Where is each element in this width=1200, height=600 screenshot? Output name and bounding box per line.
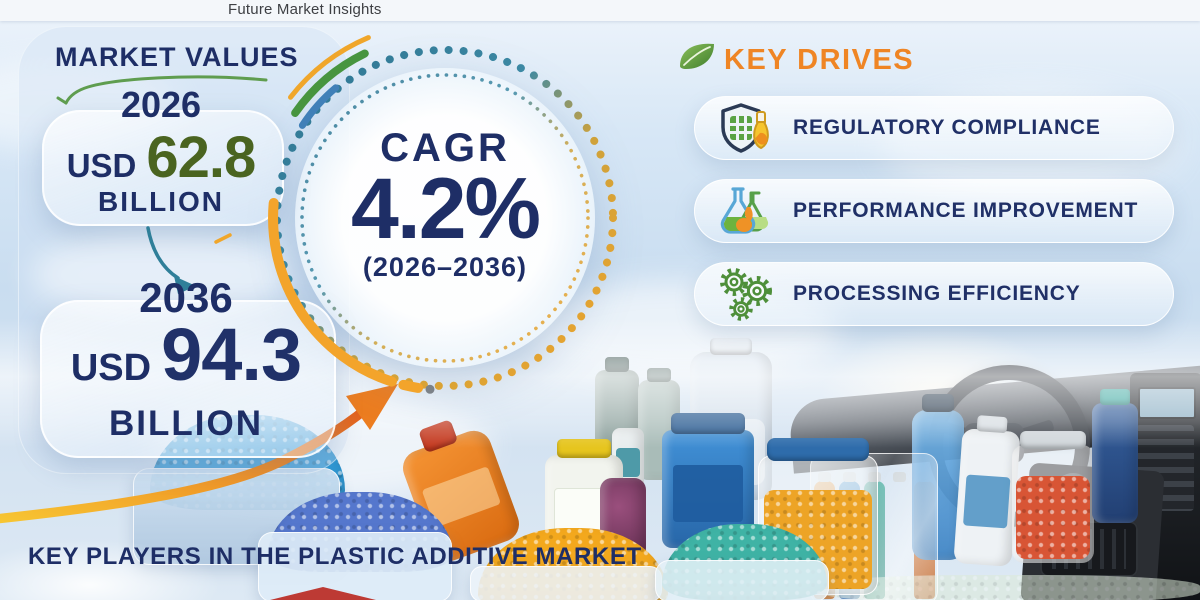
currency-2036: USD (70, 347, 152, 389)
year-2026: 2026 (120, 84, 202, 125)
drive-card-processing-efficiency: PROCESSING EFFICIENCY (694, 262, 1174, 326)
currency-2026: USD (66, 147, 137, 184)
value-row-2026: USD 62.8 (42, 124, 280, 191)
cagr-dotted-ring (268, 35, 617, 394)
drive-card-regulatory-compliance: REGULATORY COMPLIANCE (694, 96, 1174, 160)
curved-arrow-2026-to-2036 (146, 226, 232, 294)
market-values-title: MARKET VALUES (55, 42, 299, 72)
value-2036: 94.3 (161, 313, 302, 396)
value-row-2036: USD 94.3 (40, 312, 332, 397)
shield-check-flask-icon (721, 103, 769, 153)
market-value-card-2036 (40, 300, 336, 458)
growth-arrow (0, 384, 398, 524)
pellet-tub (470, 566, 662, 600)
red-pellets (1016, 476, 1090, 559)
cagr-badge (295, 68, 595, 368)
leaf-icon (680, 43, 714, 69)
top-bar: Future Market Insights (0, 0, 1200, 21)
market-value-card-2026 (42, 110, 284, 226)
jar-label (673, 465, 743, 523)
value-2026: 62.8 (146, 125, 256, 190)
cagr-value: 4.2% (350, 161, 541, 257)
key-drives-title: KEY DRIVES (724, 44, 915, 76)
drive-label: REGULATORY COMPLIANCE (793, 116, 1101, 139)
drive-label: PROCESSING EFFICIENCY (793, 282, 1081, 305)
unit-2026: BILLION (98, 186, 224, 217)
brand-text: Future Market Insights (228, 1, 382, 18)
pellet-tub (655, 560, 829, 600)
cagr-period: (2026–2036) (362, 252, 528, 282)
cagr-label: CAGR (380, 126, 510, 170)
key-players-title: KEY PLAYERS IN THE PLASTIC ADDITIVE MARK… (28, 543, 642, 570)
flasks-icon (720, 187, 769, 234)
green-underline-swoosh (56, 75, 268, 105)
drive-card-performance-improvement: PERFORMANCE IMPROVEMENT (694, 179, 1174, 243)
year-2036: 2036 (139, 274, 233, 321)
pellet-tub (258, 532, 452, 600)
unit-2036: BILLION (109, 404, 263, 443)
gears-icon (720, 268, 772, 321)
drive-label: PERFORMANCE IMPROVEMENT (793, 199, 1139, 222)
